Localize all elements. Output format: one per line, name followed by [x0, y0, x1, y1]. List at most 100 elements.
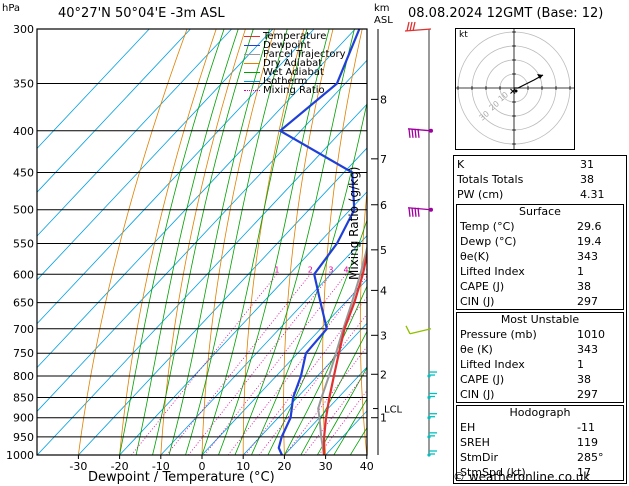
wind-barb	[427, 371, 437, 378]
wind-barb-flag	[414, 207, 417, 217]
mixing-ratio-line	[227, 275, 367, 455]
chart-legend: Temperature Dewpoint Parcel Trajectory D…	[244, 32, 346, 96]
mu-row: CIN (J) 297	[460, 388, 598, 401]
pressure-tick-label: 550	[13, 237, 34, 250]
wind-barb	[427, 413, 437, 420]
wet-adiabat-line	[317, 366, 367, 455]
wind-barb-dot	[427, 453, 431, 457]
mixing-ratio-axis-label: Mixing Ratio (g/kg)	[347, 166, 361, 280]
parcel-trajectory-line	[317, 244, 367, 455]
pressure-unit-label: hPa	[2, 3, 21, 14]
wind-barb	[407, 207, 433, 217]
temperature-tick-label: 30	[319, 460, 333, 473]
isotherm-line	[37, 29, 150, 149]
pressure-tick-label: 700	[13, 323, 34, 336]
temperature-tick-label: -30	[69, 460, 87, 473]
mixing-ratio-label: 15	[417, 265, 427, 274]
legend-dewpoint: Dewpoint	[244, 41, 346, 51]
wind-barb	[427, 450, 437, 457]
wind-barb	[427, 432, 437, 439]
mixing-ratio-line	[318, 389, 367, 455]
dry-adiabat-line	[78, 29, 188, 455]
wind-barb-shaft	[409, 328, 432, 335]
legend-parcel: Parcel Trajectory	[244, 50, 346, 60]
pressure-tick-label: 750	[13, 347, 34, 360]
km-tick-label: 4	[380, 284, 387, 297]
km-unit-label: km	[374, 3, 390, 14]
temperature-tick-label: 40	[360, 460, 374, 473]
km-tick-label: 8	[380, 93, 387, 106]
wind-barb-flag	[411, 207, 414, 217]
storm-motion-marker: ×	[509, 87, 517, 97]
temperature-tick-label: 0	[199, 460, 206, 473]
wind-barb-flag	[408, 128, 411, 138]
surface-row: θe(K) 343	[460, 250, 598, 263]
mu-row: θe (K) 343	[460, 343, 598, 356]
wind-barb-flag	[411, 128, 414, 138]
wind-barb-dot	[427, 435, 431, 439]
isotherm-line	[37, 59, 367, 412]
mixing-ratio-label: 1	[274, 265, 279, 274]
surface-row: Dewp (°C) 19.4	[460, 235, 602, 248]
asl-unit-label: ASL	[374, 15, 393, 26]
surface-title: Surface	[519, 205, 561, 218]
hodograph-panel: kt 10 20 30 ×	[455, 28, 575, 150]
wind-barb-flag	[414, 128, 417, 138]
wind-barb-flag	[417, 207, 420, 217]
mixing-ratio-label: 10	[392, 265, 402, 274]
temperature-tick-label: 10	[236, 460, 250, 473]
location-title: 40°27'N 50°04'E -3m ASL	[58, 6, 225, 21]
wind-barb-flag	[408, 207, 411, 217]
hodograph-ring-label: 30	[478, 109, 492, 122]
mu-row: Lifted Index 1	[460, 358, 584, 371]
km-tick-label: 2	[380, 368, 387, 381]
x-axis-label: Dewpoint / Temperature (°C)	[88, 470, 275, 485]
hodograph-unit-label: kt	[459, 30, 468, 40]
wet-adiabat-line	[135, 29, 239, 455]
hodo-row: SREH 119	[460, 436, 598, 449]
pressure-tick-label: 600	[13, 268, 34, 281]
most-unstable-section: Most Unstable Pressure (mb) 1010 θe (K) 34…	[456, 312, 624, 403]
wet-adiabat-line	[333, 398, 367, 455]
mixing-ratio-label: 4	[344, 265, 349, 274]
wind-barb-flag	[417, 128, 420, 138]
pressure-tick-label: 800	[13, 370, 34, 383]
dry-adiabat-line	[432, 29, 449, 455]
mixing-ratio-label: 2	[308, 265, 313, 274]
mu-row: Pressure (mb) 1010	[460, 328, 605, 341]
pressure-tick-label: 850	[13, 391, 34, 404]
dry-adiabat-line	[119, 29, 217, 455]
surface-row: CAPE (J) 38	[460, 280, 591, 293]
km-tick-label: 6	[380, 199, 387, 212]
legend-dry-adiabat: Dry Adiabat	[244, 59, 346, 69]
temperature-tick-label: -10	[152, 460, 170, 473]
index-row-pw: PW (cm) 4.31	[457, 188, 605, 201]
mixing-ratio-line	[204, 274, 347, 455]
legend-isotherm: Isotherm	[244, 77, 346, 87]
wet-adiabat-line	[300, 330, 367, 455]
km-tick-label: 7	[380, 153, 387, 166]
wind-barb-dot	[427, 395, 431, 400]
surface-row: Temp (°C) 29.6	[460, 220, 602, 233]
hodo-row: StmDir 285°	[460, 451, 604, 464]
wind-barb	[405, 325, 432, 335]
pressure-tick-label: 350	[13, 78, 34, 91]
wind-barb-dot	[427, 374, 431, 378]
hodograph-arrow	[537, 74, 543, 79]
hodograph-origin-dot	[514, 89, 518, 93]
index-row-tt: Totals Totals 38	[457, 173, 594, 186]
pressure-tick-label: 450	[13, 166, 34, 179]
km-tick-label: 3	[380, 329, 387, 342]
indices-table: K 31 Totals Totals 38 PW (cm) 4.31 Surface …	[453, 155, 627, 484]
mixing-ratio-line	[244, 296, 367, 455]
hodograph-section: Hodograph EH -11 SREH 119 StmDir 285° StmSp…	[456, 405, 624, 481]
temperature-tick-label: -20	[111, 460, 129, 473]
wind-barb-flag	[412, 21, 416, 32]
plot-area: 1 2 3 4 6 8 10 15 20 25	[37, 29, 449, 455]
wind-barb-flag	[405, 325, 411, 335]
wind-barb	[407, 128, 433, 138]
wind-barb-flag	[406, 21, 410, 32]
wind-barb-dot	[429, 207, 433, 212]
mixing-ratio-line	[166, 274, 311, 455]
